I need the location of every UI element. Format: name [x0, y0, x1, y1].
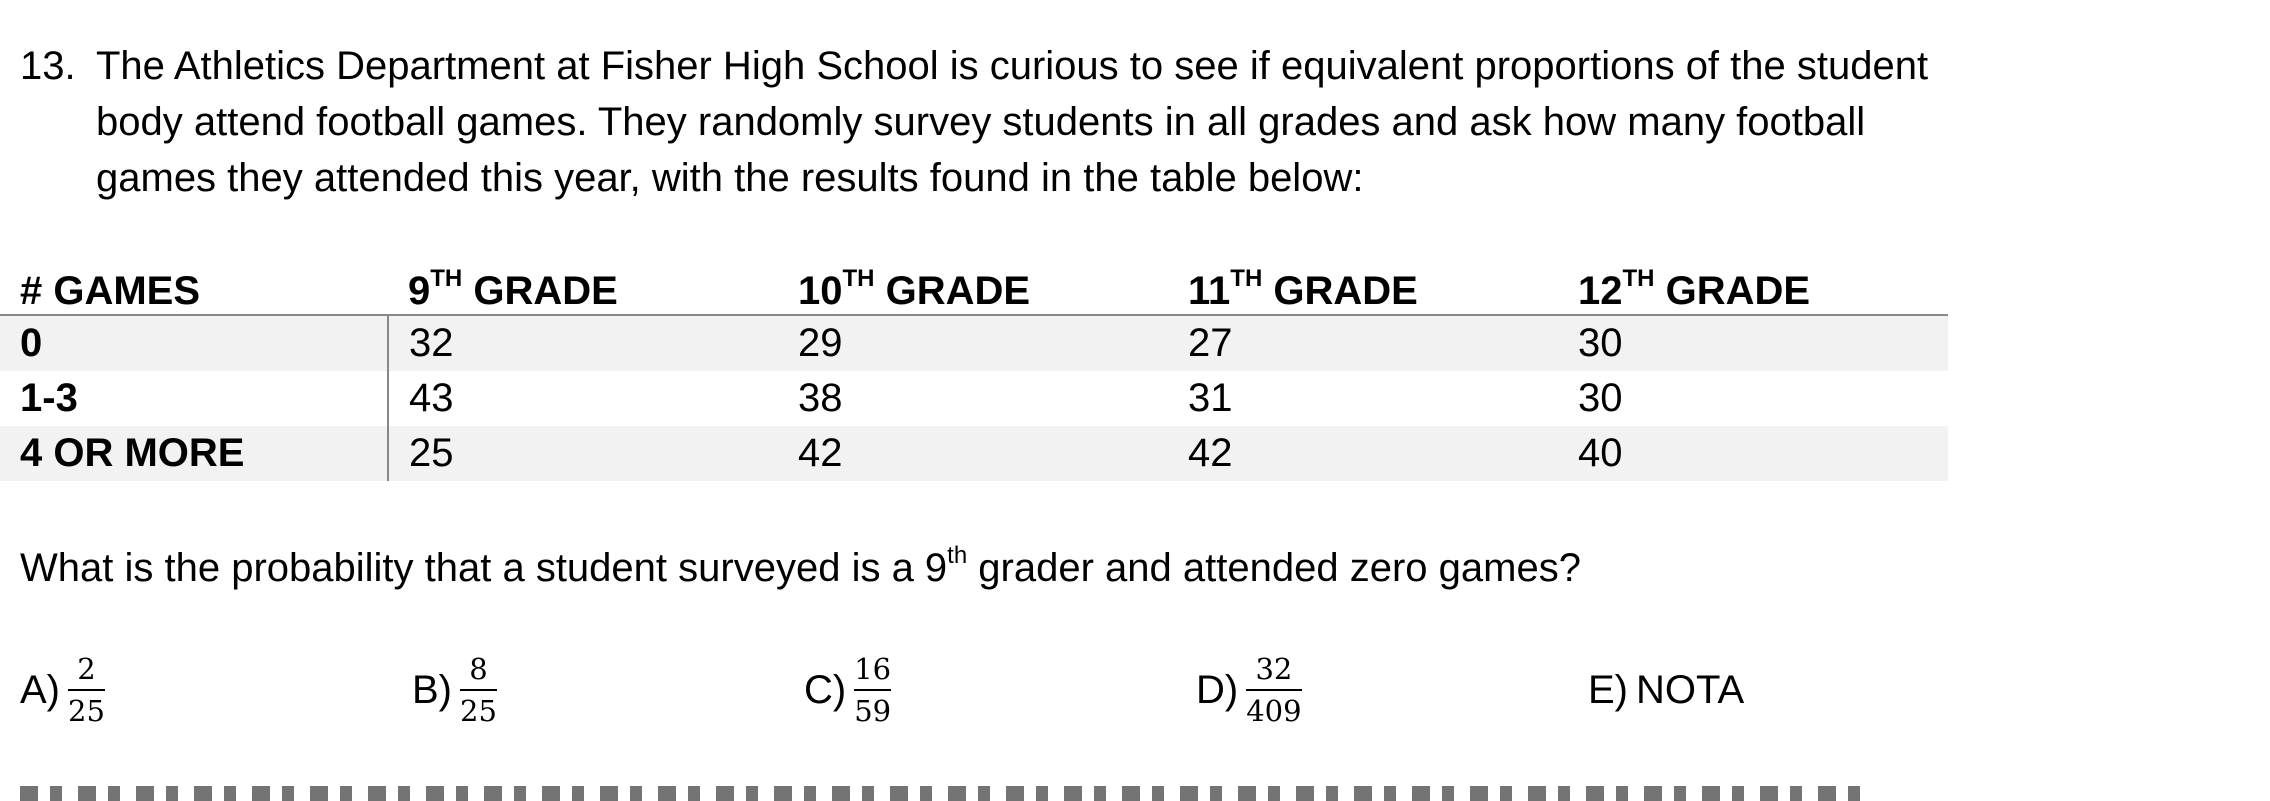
table-row: 4 OR MORE 25 42 42 40: [0, 426, 1948, 481]
table-cell: 30: [1578, 376, 1623, 420]
table-cell: 42: [1168, 426, 1558, 481]
table-cell: 38: [798, 376, 843, 420]
table-header-row: # GAMES 9TH GRADE 10TH GRADE 11TH GRADE …: [0, 256, 1948, 316]
header-10th-grade: 10TH GRADE: [778, 256, 1168, 316]
fraction-bar: [68, 689, 105, 691]
choice-b[interactable]: B) 8 25: [412, 648, 497, 732]
row-label: 1-3: [0, 371, 389, 426]
choice-letter: D): [1196, 667, 1239, 712]
numerator: 32: [1255, 652, 1293, 686]
fraction: 2 25: [68, 651, 105, 729]
problem-number: 13.: [20, 44, 76, 88]
choice-c[interactable]: C) 16 59: [804, 648, 892, 732]
denominator: 59: [854, 694, 892, 728]
row-label: 0: [0, 315, 389, 371]
table-cell: 25: [388, 426, 778, 481]
problem-text: The Athletics Department at Fisher High …: [96, 44, 1929, 200]
choice-letter: E): [1588, 667, 1628, 712]
next-question-cutoff: [20, 786, 2020, 801]
fraction-bar: [854, 689, 892, 691]
choice-a[interactable]: A) 2 25: [20, 648, 105, 732]
choice-text: NOTA: [1636, 667, 1745, 712]
problem-statement: 13. The Athletics Department at Fisher H…: [20, 38, 1980, 206]
numerator: 2: [77, 652, 96, 686]
fraction: 16 59: [854, 651, 892, 729]
choice-e[interactable]: E) NOTA: [1588, 648, 1744, 732]
table-cell: 27: [1168, 315, 1558, 371]
table-row: 1-3 43 38 31 30: [0, 371, 1948, 426]
header-12th-grade: 12TH GRADE: [1558, 256, 1948, 316]
games-table: # GAMES 9TH GRADE 10TH GRADE 11TH GRADE …: [0, 256, 1948, 481]
denominator: 25: [68, 694, 105, 728]
table-cell: 32: [388, 315, 778, 371]
fraction: 32 409: [1246, 651, 1302, 729]
choice-d[interactable]: D) 32 409: [1196, 648, 1302, 732]
table-cell: 29: [778, 315, 1168, 371]
header-games: # GAMES: [0, 256, 388, 316]
denominator: 25: [460, 694, 497, 728]
table-row: 0 32 29 27 30: [0, 315, 1948, 371]
numerator: 8: [469, 652, 488, 686]
header-11th-grade: 11TH GRADE: [1168, 256, 1558, 316]
numerator: 16: [854, 652, 892, 686]
table-cell: 40: [1558, 426, 1948, 481]
table-cell: 43: [409, 376, 454, 420]
choice-letter: A): [20, 667, 60, 712]
denominator: 409: [1246, 694, 1302, 728]
table-cell: 30: [1558, 315, 1948, 371]
row-label: 4 OR MORE: [0, 426, 389, 481]
fraction-bar: [460, 689, 497, 691]
fraction: 8 25: [460, 651, 497, 729]
table-cell: 31: [1188, 376, 1233, 420]
choice-letter: B): [412, 667, 452, 712]
fraction-bar: [1246, 689, 1302, 691]
question-text: What is the probability that a student s…: [20, 541, 1581, 590]
header-9th-grade: 9TH GRADE: [388, 256, 778, 316]
choice-letter: C): [804, 667, 847, 712]
table-cell: 42: [778, 426, 1168, 481]
